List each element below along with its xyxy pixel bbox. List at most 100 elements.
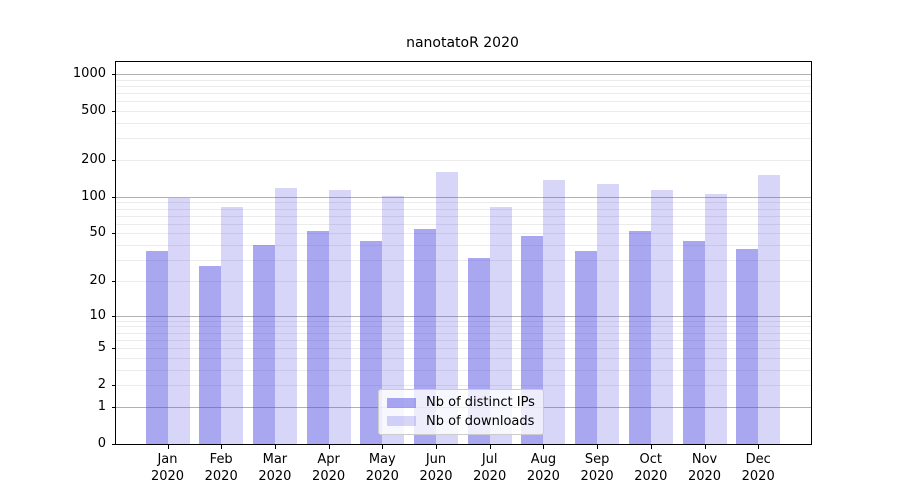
x-axis-tick — [704, 445, 706, 449]
y-axis-tick — [112, 280, 116, 282]
bar-distinct-ips-dec — [736, 249, 759, 444]
gridline-minor — [116, 111, 811, 113]
x-axis-tick-label-jan: Jan 2020 — [138, 451, 198, 485]
bar-downloads-may — [382, 196, 405, 444]
y-axis-tick — [112, 233, 116, 235]
year-line: 2020 — [687, 469, 722, 484]
bar-downloads-aug — [543, 180, 566, 444]
gridline-minor — [116, 339, 811, 341]
year-line: 2020 — [150, 469, 185, 484]
x-axis-tick — [382, 445, 384, 449]
y-axis-tick-label: 2 — [97, 377, 106, 393]
bar-distinct-ips-sep — [575, 250, 598, 444]
gridline-minor — [116, 85, 811, 87]
x-axis-tick — [436, 445, 437, 449]
gridline-minor — [116, 79, 811, 81]
bar-distinct-ips-feb — [199, 265, 222, 444]
y-axis-tick-label: 10 — [89, 307, 106, 323]
month-line: Nov — [691, 452, 718, 467]
month-line: Apr — [317, 452, 340, 467]
legend-swatch-distinct-ips — [387, 397, 416, 408]
bar-distinct-ips-may — [360, 241, 383, 444]
year-line: 2020 — [365, 469, 399, 484]
month-line: Sep — [584, 452, 610, 467]
y-axis-tick — [112, 385, 116, 387]
legend-swatch-downloads — [387, 416, 416, 427]
y-axis-tick-label: 100 — [81, 188, 106, 204]
gridline-major — [116, 196, 811, 198]
gridline-minor — [116, 326, 811, 328]
x-axis-tick-label-jul: Jul 2020 — [460, 451, 520, 485]
bar-distinct-ips-oct — [628, 231, 651, 444]
y-axis-tick — [112, 111, 116, 113]
gridline-minor — [116, 332, 811, 334]
y-axis-tick-label: 0 — [97, 436, 106, 451]
x-axis-tick-label-aug: Aug 2020 — [513, 451, 573, 485]
gridline-minor — [116, 385, 811, 387]
legend-item-downloads: Nb of downloads — [387, 414, 535, 429]
y-axis-tick — [112, 315, 116, 317]
y-axis-tick-label: 1 — [97, 398, 106, 414]
legend-label-downloads: Nb of downloads — [426, 413, 535, 429]
y-axis-tick — [112, 348, 116, 350]
bar-distinct-ips-nov — [682, 241, 705, 444]
x-axis-tick-label-jun: Jun 2020 — [406, 451, 466, 485]
gridline-major — [116, 73, 811, 75]
month-line: Jun — [425, 452, 447, 467]
y-axis-tick-label: 5 — [97, 340, 106, 356]
x-axis-tick — [221, 445, 223, 449]
bar-downloads-mar — [274, 188, 297, 444]
gridline-minor — [116, 122, 811, 124]
bar-downloads-dec — [758, 174, 781, 444]
gridline-minor — [116, 223, 811, 225]
legend: Nb of distinct IPs Nb of downloads — [378, 389, 544, 435]
gridline-minor — [116, 138, 811, 140]
y-axis-tick — [112, 444, 116, 445]
gridline-minor — [116, 320, 811, 322]
x-axis-tick-label-mar: Mar 2020 — [245, 451, 305, 485]
x-axis-tick-label-oct: Oct 2020 — [621, 451, 681, 485]
y-axis-tick-label: 1000 — [72, 65, 106, 81]
plot-area: 0 1 2 5 10 20 50 100 200 500 1000 Jan 2020 Feb 2020 Mar… — [73, 61, 812, 484]
x-axis-tick — [489, 445, 491, 449]
gridline-minor — [116, 159, 811, 161]
legend-label-distinct-ips: Nb of distinct IPs — [426, 395, 535, 411]
x-axis-tick-label-dec: Dec 2020 — [728, 451, 788, 485]
gridline-minor — [116, 245, 811, 247]
x-axis-tick — [167, 445, 169, 449]
bar-downloads-jan — [167, 198, 190, 444]
x-axis-tick — [274, 445, 276, 449]
x-axis-tick — [758, 445, 760, 449]
y-axis-tick-label: 200 — [81, 151, 106, 167]
gridline-minor — [116, 348, 811, 350]
y-axis-tick-label: 20 — [89, 272, 106, 288]
bar-distinct-ips-apr — [306, 231, 329, 444]
bar-distinct-ips-mar — [252, 245, 275, 444]
year-line: 2020 — [204, 469, 238, 484]
month-line: Dec — [745, 452, 771, 467]
bar-distinct-ips-jan — [145, 250, 168, 444]
x-axis-tick-label-may: May 2020 — [352, 451, 412, 485]
bar-downloads-sep — [597, 183, 620, 444]
month-line: Jul — [481, 452, 498, 467]
year-line: 2020 — [634, 469, 668, 484]
x-axis-tick-label-sep: Sep 2020 — [567, 451, 627, 485]
year-line: 2020 — [741, 469, 775, 484]
x-axis-tick-label-feb: Feb 2020 — [191, 451, 251, 485]
gridline-minor — [116, 357, 811, 359]
legend-item-distinct-ips: Nb of distinct IPs — [387, 395, 535, 410]
y-axis-tick — [112, 73, 116, 75]
x-axis-tick — [597, 445, 599, 449]
gridline-minor — [116, 93, 811, 95]
bar-downloads-jul — [489, 206, 512, 444]
x-axis-tick — [328, 445, 330, 449]
gridline-minor — [116, 101, 811, 103]
y-axis-tick — [112, 196, 116, 198]
gridline-minor — [116, 233, 811, 235]
bar-downloads-nov — [704, 193, 727, 444]
bar-downloads-jun — [436, 171, 458, 444]
month-line: Jan — [157, 452, 178, 467]
year-line: 2020 — [258, 469, 292, 484]
year-line: 2020 — [526, 469, 560, 484]
